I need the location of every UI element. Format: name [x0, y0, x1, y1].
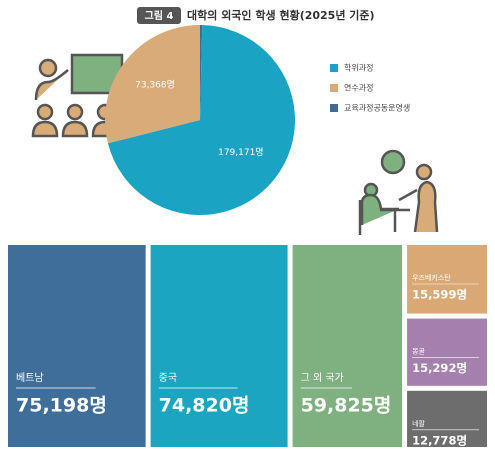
tile-value: 12,778명: [412, 433, 467, 447]
tile-name: 중국: [159, 372, 177, 384]
tile-name: 네팔: [412, 419, 425, 428]
pie-slice: [200, 25, 203, 120]
badge: 그림 4: [145, 10, 174, 22]
tile-value: 75,198명: [16, 395, 107, 417]
legend-swatch: [330, 84, 338, 92]
legend-label: 연수과정: [344, 83, 373, 93]
conversation-icon: [358, 149, 439, 235]
tile: [8, 245, 146, 447]
slice-label: 73,368명: [135, 79, 175, 90]
pie-slice: [107, 25, 295, 216]
title: 대학의 외국인 학생 현황(2025년 기준): [187, 8, 375, 22]
tile: [407, 318, 487, 386]
tile-value: 15,292명: [412, 361, 467, 375]
tile-name: 베트남: [16, 372, 44, 384]
legend-swatch: [330, 64, 338, 72]
tile: [292, 245, 403, 447]
pie-slice: [105, 25, 200, 144]
legend-swatch: [330, 104, 338, 112]
badge-bg: [137, 7, 181, 24]
tile-value: 74,820명: [159, 395, 250, 417]
tile-name: 몽골: [412, 348, 425, 356]
tile: [407, 390, 487, 447]
tile-value: 15,599명: [412, 288, 467, 302]
tile-value: 59,825명: [301, 395, 392, 417]
tile-name: 우즈베키스탄: [412, 273, 451, 282]
tile: [407, 245, 487, 314]
slice-label: 179,171명: [218, 147, 264, 158]
tile: [150, 245, 288, 447]
legend-label: 학위과정: [344, 63, 373, 73]
legend-label: 교육과정공동운영생: [344, 103, 410, 113]
tile-name: 그 외 국가: [301, 372, 344, 384]
